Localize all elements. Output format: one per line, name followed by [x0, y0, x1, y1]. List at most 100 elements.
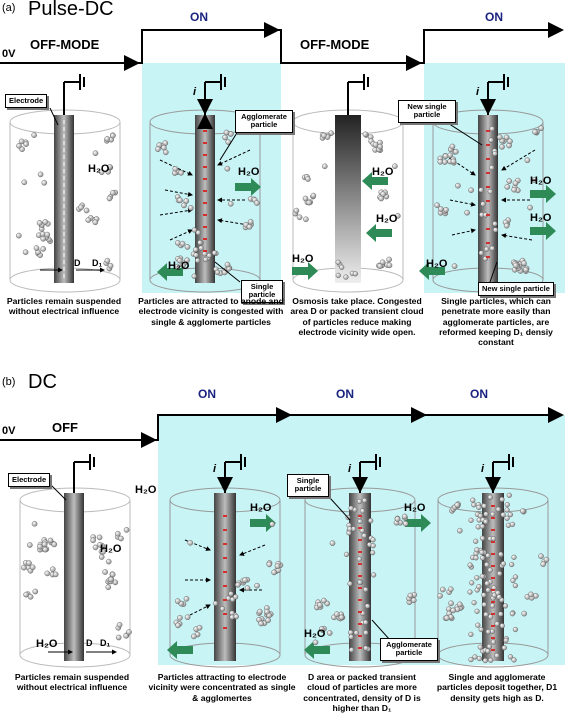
charge-mark	[358, 539, 362, 541]
panel-a-d-label: D	[74, 258, 81, 268]
charge-mark	[358, 623, 362, 625]
particle	[102, 569, 108, 575]
particles	[15, 125, 550, 664]
particle	[451, 263, 458, 269]
particle	[302, 195, 309, 202]
panel-b-on-3: ON	[470, 387, 488, 401]
particle	[492, 227, 499, 233]
particle	[467, 589, 473, 595]
panel-b-d1-label: D₁	[100, 638, 111, 648]
particle	[500, 561, 507, 567]
particle	[359, 508, 366, 514]
charge-mark	[203, 154, 207, 156]
particle	[486, 643, 493, 650]
particle	[524, 157, 531, 164]
particle	[506, 178, 513, 184]
panel-a-d1-label: D₁	[92, 258, 103, 268]
particle	[439, 586, 446, 593]
panel-b-mode-1: OFF	[52, 420, 78, 435]
attraction-arrows-b2	[184, 539, 266, 616]
particle	[321, 132, 327, 139]
particle	[363, 586, 369, 593]
particle	[228, 591, 234, 597]
particle	[378, 195, 385, 202]
particle	[108, 576, 114, 583]
particle	[326, 630, 333, 636]
charge-mark	[223, 543, 227, 545]
particle	[448, 600, 454, 607]
particle	[223, 129, 230, 136]
charge-mark	[203, 202, 207, 204]
panel-a-on-2: ON	[485, 10, 503, 24]
particle	[347, 526, 353, 532]
particle	[487, 189, 493, 195]
particle	[42, 219, 49, 225]
particle	[18, 138, 25, 145]
particle	[469, 580, 475, 586]
charge-mark	[491, 625, 495, 627]
particle	[181, 202, 187, 209]
panel-a-water-7: H₂O	[530, 175, 552, 187]
particle	[32, 588, 39, 595]
particle	[305, 176, 311, 182]
particle	[488, 137, 494, 143]
particle	[363, 645, 369, 651]
particle	[155, 146, 161, 152]
particle	[100, 549, 106, 555]
particle	[523, 266, 529, 273]
charge-mark	[223, 557, 227, 559]
panel-a-water-1: H₂O	[88, 163, 110, 175]
particle	[492, 151, 498, 157]
particle	[474, 547, 480, 553]
particle	[246, 223, 253, 230]
particle	[506, 492, 512, 498]
particle	[507, 511, 514, 518]
particle	[538, 553, 544, 560]
particle	[510, 577, 516, 584]
particle	[503, 222, 510, 229]
particle	[475, 622, 481, 628]
particle	[335, 259, 341, 265]
particle	[538, 125, 545, 131]
particle	[44, 231, 51, 238]
particle	[437, 158, 444, 165]
particle	[219, 606, 226, 612]
particle	[52, 571, 59, 578]
particle	[479, 523, 486, 530]
particle	[26, 542, 33, 548]
charge-mark	[486, 144, 490, 146]
particle	[343, 274, 349, 280]
particle	[520, 508, 526, 514]
panel-a-on-1: ON	[190, 10, 208, 24]
particle	[362, 131, 369, 138]
charge-mark	[358, 647, 362, 649]
particle	[264, 608, 270, 615]
particle	[333, 611, 340, 618]
particle	[468, 631, 474, 638]
particle	[481, 601, 487, 608]
particle	[483, 519, 489, 525]
particle	[116, 622, 123, 628]
particle	[123, 633, 129, 639]
particle	[363, 619, 369, 626]
particle	[503, 134, 510, 141]
particle	[471, 502, 477, 508]
particle	[532, 129, 538, 135]
charge-mark	[491, 541, 495, 543]
panel-b-waveform	[0, 414, 555, 441]
panel-b-water-4: H₂O	[250, 502, 272, 514]
particle	[104, 136, 110, 142]
panel-b-water-3: H₂O	[36, 638, 58, 650]
particle	[347, 581, 353, 587]
particle	[258, 620, 264, 627]
particle	[188, 205, 194, 211]
particle	[370, 543, 376, 549]
particle	[476, 655, 483, 662]
panel-b-water-1: H₂O	[135, 484, 157, 496]
particle	[105, 584, 112, 591]
particle	[483, 511, 489, 517]
particle	[511, 186, 517, 193]
panel-b-water-2: H₂O	[100, 543, 122, 555]
particle	[456, 527, 463, 534]
particle	[27, 594, 34, 600]
